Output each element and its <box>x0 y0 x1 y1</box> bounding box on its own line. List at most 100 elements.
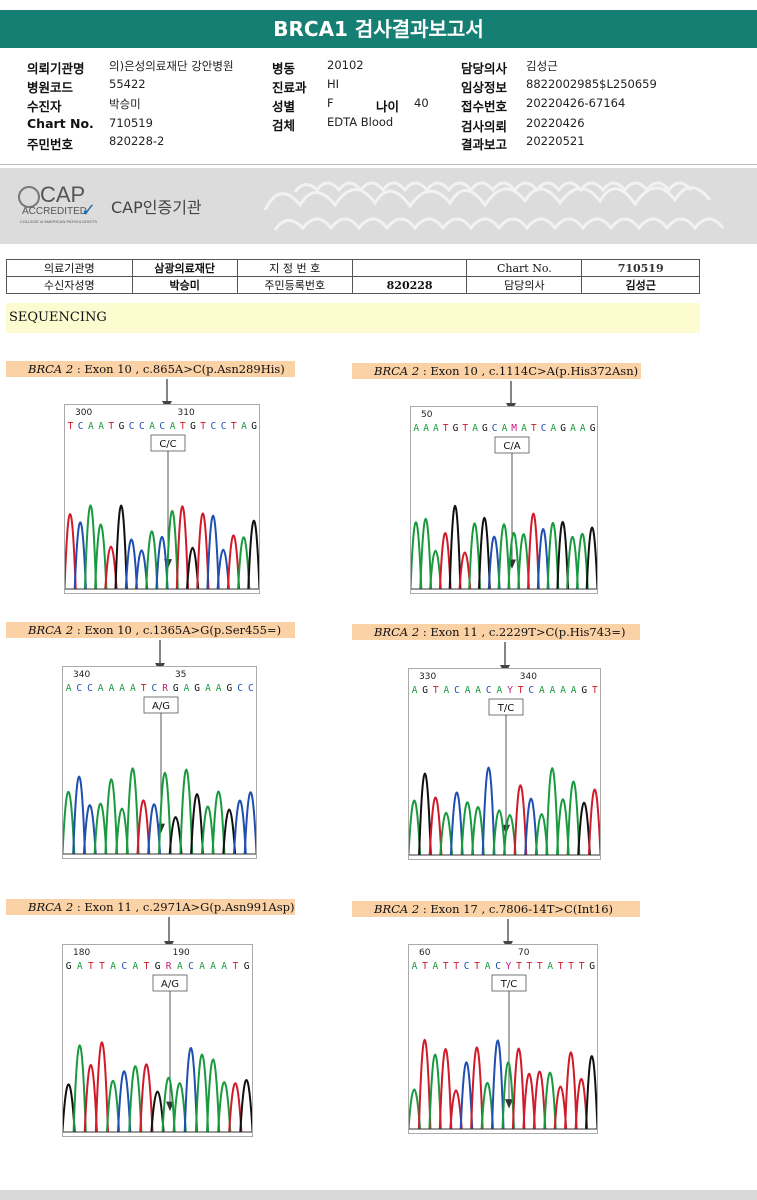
base-letter: C <box>492 423 498 434</box>
base-letter: T <box>200 421 206 432</box>
trace-peak <box>183 1046 198 1133</box>
base-letter: A <box>109 683 115 694</box>
pt-label-designation: 지 정 번 호 <box>236 259 353 277</box>
trace-peak <box>419 517 433 590</box>
pt-value-doctor: 김성근 <box>581 276 700 294</box>
trace-peak <box>546 521 560 590</box>
base-letter: A <box>77 961 83 972</box>
base-letter: G <box>581 685 587 696</box>
variant-gene: BRCA 2 <box>374 625 420 639</box>
base-letter: T <box>518 685 524 696</box>
base-letter: A <box>485 961 491 972</box>
trace-peak <box>524 797 538 856</box>
info-value-clinical-info: 8822002985$L250659 <box>526 77 657 91</box>
trace-peak <box>517 533 530 590</box>
base-letter: C <box>87 683 93 694</box>
trace-peak <box>228 1082 243 1133</box>
trace-peak <box>114 504 128 590</box>
base-letter: G <box>560 423 566 434</box>
info-value-report-date: 20220521 <box>526 134 585 148</box>
trace-peak <box>417 1038 432 1130</box>
base-letter: T <box>531 423 537 434</box>
variant-desc: : Exon 11 , c.2229T>C(p.His743=) <box>419 625 626 639</box>
base-letter: C <box>221 421 227 432</box>
base-letter: A <box>433 961 439 972</box>
info-label-sex: 성별 <box>272 99 296 114</box>
trace-peak <box>237 536 251 590</box>
trace-peak <box>556 798 570 856</box>
cap-label: CAP인증기관 <box>111 198 202 217</box>
trace-peak <box>428 796 443 856</box>
variant-gene: BRCA 2 <box>374 902 420 916</box>
base-letter: T <box>474 961 480 972</box>
trace-peak <box>574 1077 589 1130</box>
trace-peak <box>73 521 87 590</box>
trace-peak <box>532 1070 547 1130</box>
chromatogram: 340 35A C C A A A A T C R G A G A A G C CA/G <box>63 670 256 855</box>
trace-peak <box>105 1079 121 1133</box>
cap-banner: CAP ACCREDITED ✓ COLLEGE of AMERICAN PAT… <box>0 168 757 244</box>
base-letter: T <box>99 961 105 972</box>
base-letter: G <box>244 961 250 972</box>
base-letter: A <box>551 423 557 434</box>
trace-peak <box>117 1070 132 1133</box>
trace-peak <box>460 801 475 856</box>
trace-peak <box>150 1090 165 1133</box>
info-label-accession-no: 접수번호 <box>461 99 508 114</box>
pt-label-recipient: 수신자성명 <box>6 276 133 294</box>
variant-desc: : Exon 11 , c.2971A>G(p.Asn991Asp) <box>73 900 295 914</box>
trace-peak <box>239 1079 252 1133</box>
base-letter: A <box>412 961 418 972</box>
info-value-hospital-code: 55422 <box>109 77 146 91</box>
trace-peak <box>211 790 226 855</box>
cap-logo: CAP ACCREDITED ✓ COLLEGE of AMERICAN PAT… <box>18 182 98 234</box>
base-letter: M <box>511 423 517 434</box>
trace-peak <box>556 520 570 590</box>
base-letter: T <box>141 683 147 694</box>
base-letter: A <box>465 685 471 696</box>
trace-peak <box>216 549 230 590</box>
position-number: 330 <box>419 672 436 682</box>
info-value-department: HI <box>327 77 340 91</box>
trace-peak <box>438 1048 453 1130</box>
base-letter: A <box>547 961 553 972</box>
variant-gene: BRCA 2 <box>28 900 74 914</box>
cap-logo-text: CAP <box>40 182 86 207</box>
base-letter: A <box>149 421 155 432</box>
base-letter: G <box>251 421 257 432</box>
position-number: 70 <box>518 948 530 958</box>
info-value-specimen: EDTA Blood <box>327 115 394 129</box>
base-letter: G <box>194 683 200 694</box>
base-letter: C <box>121 961 127 972</box>
trace-peak <box>155 535 169 590</box>
base-letter: A <box>571 685 577 696</box>
variant-gene: BRCA 2 <box>374 364 420 378</box>
base-letter: C <box>211 421 217 432</box>
base-letter: C <box>76 683 82 694</box>
base-letter: A <box>560 685 566 696</box>
trace-peak <box>507 532 521 590</box>
variant-desc: : Exon 10 , c.865A>C(p.Asn289His) <box>73 362 285 376</box>
base-letter: Y <box>506 961 512 972</box>
trace-peak <box>527 512 540 590</box>
info-value-chart-no: 710519 <box>109 116 153 130</box>
base-letter: T <box>433 685 439 696</box>
cap-college-text: COLLEGE of AMERICAN PATHOLOGISTS <box>20 219 97 224</box>
trace-peak <box>104 778 119 855</box>
info-value-patient: 박승미 <box>109 97 141 111</box>
base-letter: A <box>423 423 429 434</box>
base-letter: C <box>139 421 145 432</box>
base-letter: A <box>66 683 72 694</box>
base-letter: G <box>422 685 428 696</box>
variant-gene: BRCA 2 <box>28 362 74 376</box>
chromatogram-panel: 330 340 A G T A C A A C A Y T C A A A A G T T/C <box>408 668 601 860</box>
bottom-scrollbar[interactable] <box>0 1190 757 1200</box>
position-number: 180 <box>73 948 90 958</box>
base-letter: A <box>110 961 116 972</box>
trace-peak <box>196 512 210 590</box>
variant-desc: : Exon 17 , c.7806-14T>C(Int16) <box>419 902 614 916</box>
trace-peak <box>487 535 501 590</box>
info-label-age: 나이 <box>376 99 400 114</box>
